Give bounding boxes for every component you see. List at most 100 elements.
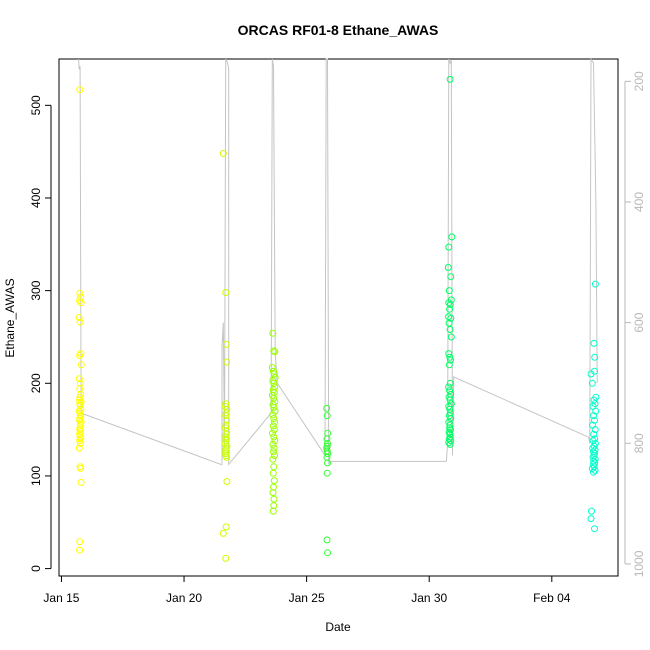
data-point (445, 313, 453, 321)
data-point (446, 353, 454, 361)
data-point (590, 396, 598, 404)
data-point (271, 437, 279, 445)
y-tick-label: 0 (29, 565, 43, 572)
data-point (76, 546, 84, 554)
data-point (269, 440, 277, 448)
data-point (223, 453, 231, 461)
data-point (271, 407, 279, 415)
data-point (76, 297, 84, 305)
data-point (323, 536, 331, 544)
chart-title: ORCAS RF01-8 Ethane_AWAS (238, 22, 439, 38)
data-point (76, 393, 84, 401)
data-point (269, 455, 277, 463)
data-point (271, 418, 278, 426)
data-point (222, 554, 230, 562)
data-point (76, 437, 84, 445)
data-point (445, 243, 453, 251)
data-point (269, 411, 277, 419)
data-point (323, 442, 331, 450)
data-point (268, 364, 276, 371)
data-point (587, 515, 595, 523)
data-point (445, 361, 453, 369)
data-point (77, 299, 85, 307)
data-point (591, 353, 599, 361)
data-point (76, 86, 84, 94)
data-point (76, 538, 84, 546)
data-point (446, 421, 454, 429)
data-point (219, 529, 227, 537)
x-tick-label: Feb 04 (533, 591, 571, 605)
data-point (270, 448, 277, 456)
data-point (324, 459, 331, 467)
y2-tick-label: 1000 (632, 550, 646, 577)
data-point (222, 409, 230, 417)
data-point (446, 396, 454, 404)
data-point (269, 422, 277, 430)
data-point (446, 305, 454, 313)
data-point (445, 383, 453, 391)
pressure-trace-layer (78, 57, 598, 466)
x-tick-label: Jan 15 (43, 591, 79, 605)
data-point (77, 361, 85, 369)
data-point (446, 405, 454, 413)
data-point (223, 405, 231, 413)
data-point (446, 387, 454, 395)
data-point (446, 440, 454, 448)
data-point (446, 430, 454, 438)
data-point (447, 273, 455, 281)
data-point (444, 264, 452, 271)
data-point (222, 289, 230, 296)
x-tick-label: Jan 25 (289, 591, 325, 605)
data-point (591, 525, 598, 533)
y-tick-label: 200 (29, 373, 43, 393)
data-point (270, 415, 278, 422)
data-point (324, 450, 332, 458)
y-tick-label: 400 (29, 188, 43, 208)
data-point (591, 435, 599, 443)
data-point (323, 447, 331, 455)
x-tick-label: Jan 20 (166, 591, 202, 605)
data-point (270, 444, 278, 452)
data-point (270, 426, 278, 434)
data-point (223, 416, 230, 424)
data-point (270, 379, 278, 387)
x-axis-title: Date (325, 620, 351, 634)
data-point (447, 314, 455, 322)
data-point (270, 370, 278, 378)
data-point (269, 429, 276, 437)
data-point (77, 478, 85, 486)
data-point (76, 352, 84, 359)
data-point (271, 452, 278, 460)
data-point (269, 507, 277, 515)
data-point (76, 416, 84, 424)
data-point (324, 440, 331, 447)
x-tick-label: Jan 30 (411, 591, 447, 605)
data-point (590, 430, 598, 438)
data-point (591, 416, 598, 424)
y2-tick-label: 800 (632, 433, 646, 453)
data-point (270, 347, 278, 355)
y-axis-right: 200 400 600 800 1000 (624, 71, 646, 577)
data-point (446, 326, 454, 333)
data-point (222, 340, 230, 348)
data-point (324, 549, 331, 557)
y2-tick-label: 600 (632, 312, 646, 332)
data-point (446, 379, 454, 387)
data-point (222, 523, 230, 531)
data-point (323, 435, 331, 443)
data-point (591, 426, 599, 434)
data-point (588, 507, 595, 515)
data-point (271, 348, 279, 356)
plot-frame (58, 58, 619, 577)
data-point (75, 375, 83, 383)
data-point (323, 469, 331, 477)
data-point (447, 415, 455, 422)
data-point (76, 289, 84, 297)
data-point (445, 287, 453, 295)
x-axis: Jan 15 Jan 20 Jan 25 Jan 30 Feb 04 (43, 575, 571, 605)
data-point (77, 465, 85, 472)
y-tick-label: 500 (29, 95, 43, 115)
y-axis-left: 0 100 200 300 400 500 (29, 95, 52, 572)
data-point (591, 280, 599, 288)
